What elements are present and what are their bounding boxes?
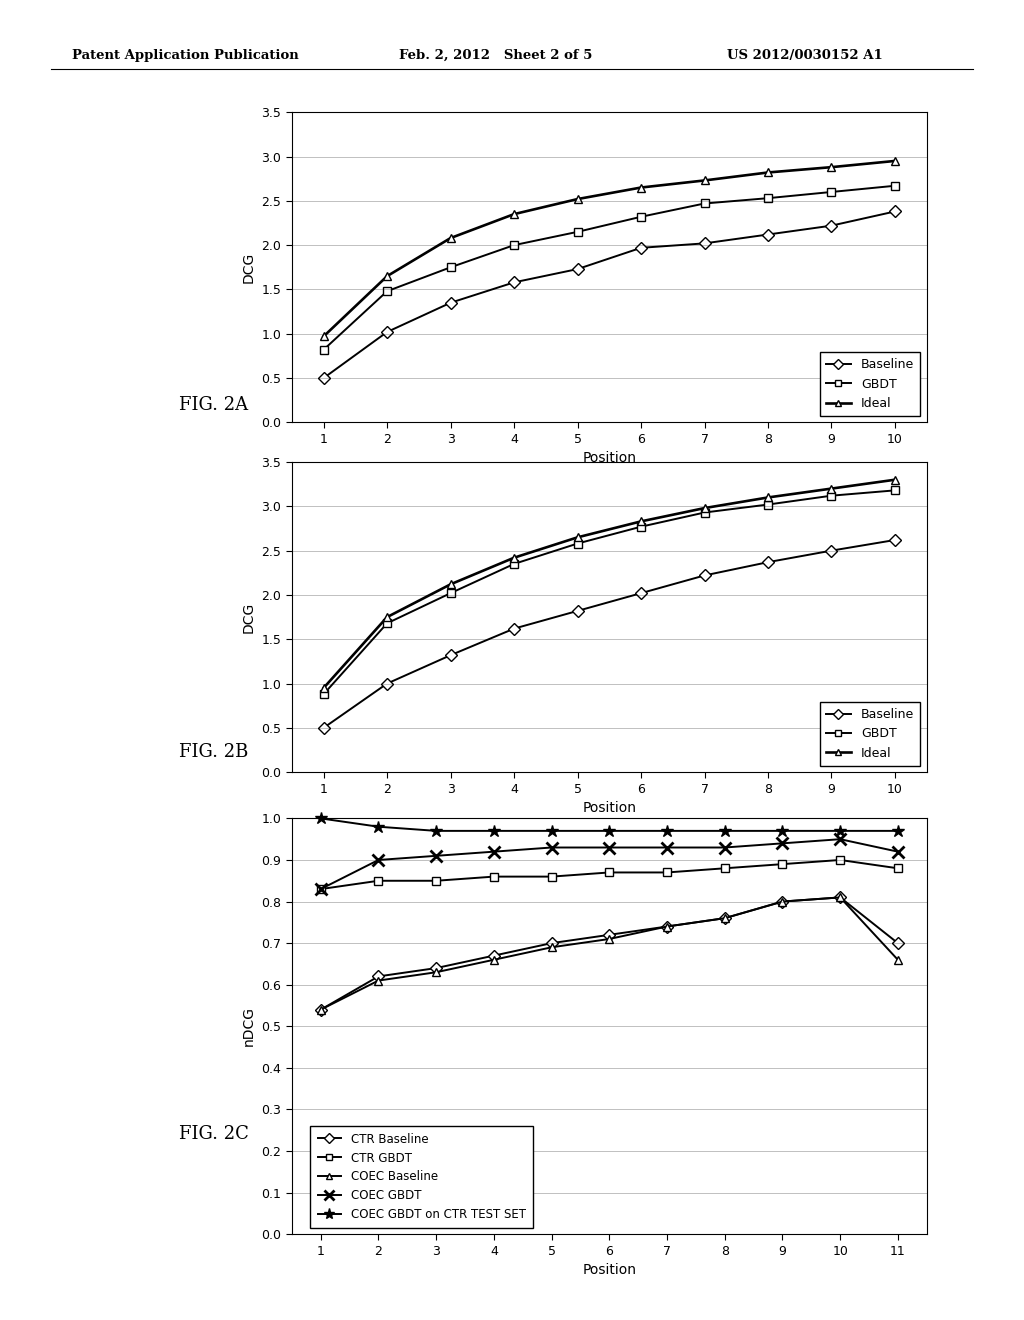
Legend: Baseline, GBDT, Ideal: Baseline, GBDT, Ideal (820, 702, 921, 766)
Legend: Baseline, GBDT, Ideal: Baseline, GBDT, Ideal (820, 352, 921, 416)
Y-axis label: nDCG: nDCG (242, 1006, 256, 1047)
X-axis label: Position: Position (583, 1263, 636, 1278)
Text: US 2012/0030152 A1: US 2012/0030152 A1 (727, 49, 883, 62)
Text: FIG. 2C: FIG. 2C (179, 1125, 249, 1143)
Y-axis label: DCG: DCG (242, 252, 256, 282)
Text: Patent Application Publication: Patent Application Publication (72, 49, 298, 62)
Legend: CTR Baseline, CTR GBDT, COEC Baseline, COEC GBDT, COEC GBDT on CTR TEST SET: CTR Baseline, CTR GBDT, COEC Baseline, C… (310, 1126, 532, 1229)
Text: FIG. 2B: FIG. 2B (179, 743, 249, 762)
Text: FIG. 2A: FIG. 2A (179, 396, 249, 414)
X-axis label: Position: Position (583, 451, 636, 466)
Y-axis label: DCG: DCG (242, 602, 256, 632)
Text: Feb. 2, 2012   Sheet 2 of 5: Feb. 2, 2012 Sheet 2 of 5 (399, 49, 593, 62)
X-axis label: Position: Position (583, 801, 636, 816)
